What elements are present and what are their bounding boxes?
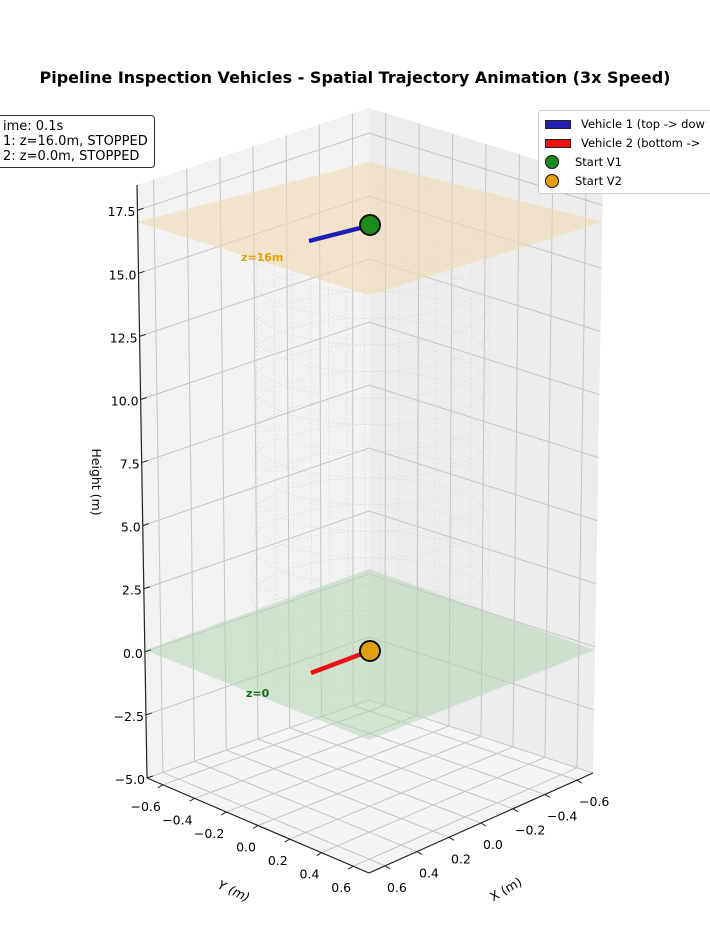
- legend-item-vehicle2: Vehicle 2 (bottom ->: [545, 134, 700, 152]
- top-plane-label: z=16m: [241, 251, 283, 264]
- svg-text:17.5: 17.5: [108, 204, 136, 219]
- x-axis-ticks: −0.6−0.4−0.2 0.0 0.2 0.4 0.6: [384, 779, 609, 895]
- z-axis-line: [136, 184, 148, 779]
- vehicle1-trajectory: [308, 224, 365, 244]
- floor-pane: [147, 700, 593, 873]
- legend-label: Start V1: [575, 155, 622, 169]
- svg-text:−0.6: −0.6: [130, 799, 160, 814]
- start-v2-marker: [359, 640, 381, 662]
- svg-text:−5.0: −5.0: [115, 772, 145, 787]
- svg-text:2.5: 2.5: [122, 583, 142, 598]
- start-v1-marker: [359, 214, 381, 236]
- svg-text:−0.6: −0.6: [579, 794, 609, 809]
- legend-item-start-v1: Start V1: [539, 153, 622, 171]
- status-info-box: ime: 0.1s 1: z=16.0m, STOPPED 2: z=0.0m,…: [0, 115, 155, 168]
- svg-text:0.0: 0.0: [236, 840, 256, 855]
- orange-circle-icon: [545, 174, 559, 188]
- svg-text:12.5: 12.5: [110, 330, 138, 345]
- svg-text:−2.5: −2.5: [114, 709, 144, 724]
- vehicle2-trajectory: [310, 650, 365, 676]
- svg-text:0.6: 0.6: [331, 880, 351, 895]
- svg-text:−0.4: −0.4: [162, 812, 192, 827]
- svg-text:0.2: 0.2: [451, 851, 471, 866]
- svg-text:0.2: 0.2: [268, 853, 288, 868]
- vehicle2-color-patch-icon: [545, 138, 571, 148]
- bottom-plane-label: z=0: [246, 687, 270, 700]
- green-circle-icon: [545, 155, 559, 169]
- svg-text:−0.2: −0.2: [515, 823, 545, 838]
- z-axis-ticks: −5.0 −2.5 0.0 2.5 5.0 7.5 10.0 12.5 15.0 17.5: [108, 204, 154, 787]
- svg-text:15.0: 15.0: [109, 267, 137, 282]
- vehicle1-color-patch-icon: [545, 119, 571, 129]
- svg-text:7.5: 7.5: [120, 457, 140, 472]
- info-vehicle2: 2: z=0.0m, STOPPED: [3, 149, 140, 164]
- z-axis-label: Height (m): [89, 448, 104, 515]
- legend-label: Vehicle 2 (bottom ->: [581, 136, 701, 150]
- svg-text:0.6: 0.6: [387, 880, 407, 895]
- svg-text:0.4: 0.4: [300, 867, 320, 882]
- svg-text:−0.2: −0.2: [194, 826, 224, 841]
- legend-label: Start V2: [575, 174, 622, 188]
- svg-text:10.0: 10.0: [111, 393, 139, 408]
- legend-item-start-v2: Start V2: [539, 172, 622, 190]
- svg-text:0.0: 0.0: [123, 646, 143, 661]
- svg-text:0.4: 0.4: [419, 866, 439, 881]
- svg-text:−0.4: −0.4: [547, 808, 577, 823]
- info-vehicle1: 1: z=16.0m, STOPPED: [3, 134, 148, 149]
- y-axis-label: Y (m): [216, 877, 253, 905]
- info-time: ime: 0.1s: [3, 119, 64, 134]
- legend: Vehicle 1 (top -> dow Vehicle 2 (bottom …: [538, 110, 710, 194]
- svg-text:5.0: 5.0: [121, 520, 141, 535]
- legend-label: Vehicle 1 (top -> dow: [581, 117, 705, 131]
- x-axis-label: X (m): [487, 874, 524, 904]
- y-axis-ticks: −0.6−0.4−0.2 0.0 0.2 0.4 0.6: [130, 784, 354, 895]
- legend-item-vehicle1: Vehicle 1 (top -> dow: [545, 115, 705, 133]
- svg-text:0.0: 0.0: [483, 837, 503, 852]
- chart-title: Pipeline Inspection Vehicles - Spatial T…: [39, 68, 671, 87]
